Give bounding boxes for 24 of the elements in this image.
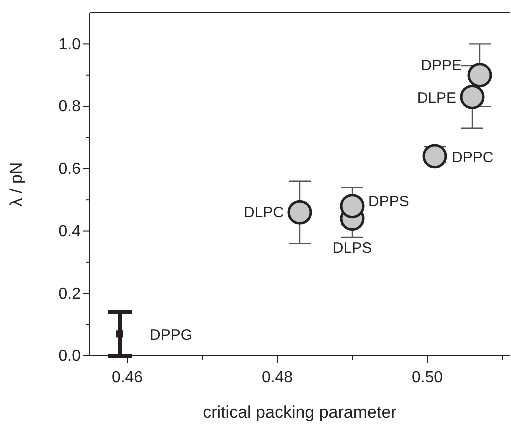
annotation: DLPE: [417, 90, 456, 108]
point: [288, 200, 312, 225]
x-tick-label: 0.46: [112, 370, 144, 387]
y-tick-label: 0.4: [58, 223, 82, 240]
annotation: DPPG: [150, 327, 193, 344]
annotation: DPPC: [452, 149, 494, 166]
y-tick-label: 0.8: [58, 98, 82, 116]
annotation: DPPE: [421, 57, 462, 74]
y-tick-label: 0.6: [58, 161, 82, 178]
point: [422, 144, 448, 169]
x-tick-label: 0.48: [262, 370, 294, 387]
y-tick-label: 0.2: [58, 286, 82, 303]
annotation: DLPC: [244, 204, 284, 222]
point: [460, 84, 485, 110]
text: 1.0: [58, 36, 81, 54]
point: [340, 194, 365, 219]
text: 0.50: [412, 370, 444, 387]
annotation: DLPS: [332, 240, 372, 257]
y-axis-title: λ / pN: [7, 162, 26, 207]
point: [468, 63, 492, 88]
text: 0.0: [58, 348, 81, 366]
point: [116, 330, 124, 338]
annotation: DPPS: [368, 193, 410, 210]
x-axis-title: critical packing parameter: [203, 403, 398, 422]
